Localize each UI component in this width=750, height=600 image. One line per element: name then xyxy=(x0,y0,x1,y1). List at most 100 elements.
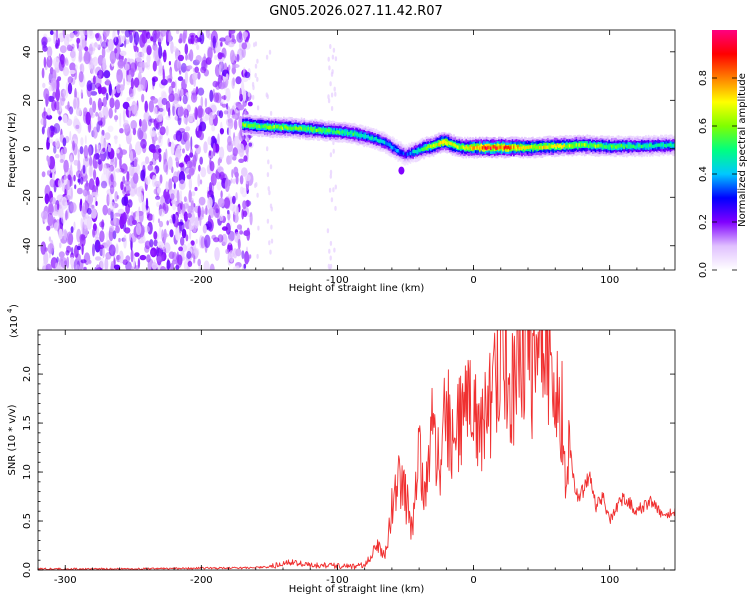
ridge-core xyxy=(323,128,326,132)
noise-blotch xyxy=(241,187,248,198)
noise-blotch xyxy=(219,128,224,135)
ridge-core xyxy=(315,128,318,133)
noise-blotch xyxy=(194,144,199,149)
noise-blotch xyxy=(88,145,92,157)
noise-blotch xyxy=(229,30,236,34)
noise-blotch xyxy=(135,141,142,156)
noise-blotch xyxy=(178,246,184,252)
noise-blotch xyxy=(73,258,80,270)
noise-blotch xyxy=(216,110,221,117)
ridge-core xyxy=(248,124,251,128)
ridge-core xyxy=(253,123,255,128)
ridge-core xyxy=(513,145,515,149)
noise-blotch xyxy=(108,244,116,257)
ridge-core xyxy=(409,151,412,156)
ridge-core xyxy=(395,149,398,153)
noise-blotch xyxy=(74,184,77,190)
noise-blotch xyxy=(204,234,211,248)
ridge-core xyxy=(289,126,292,130)
noise-blotch xyxy=(138,210,144,223)
noise-blotch xyxy=(126,171,130,182)
ridge-core xyxy=(507,145,510,149)
ridge-core xyxy=(246,123,248,128)
ridge-core xyxy=(270,126,273,130)
noise-blotch xyxy=(82,30,90,36)
noise-blotch xyxy=(109,184,115,195)
noise-blotch xyxy=(165,115,172,121)
noise-blotch xyxy=(83,266,87,270)
ridge-core xyxy=(372,137,375,141)
ridge-core xyxy=(571,144,574,149)
noise-blotch xyxy=(70,247,74,256)
noise-blotch xyxy=(237,104,245,111)
noise-blotch xyxy=(130,249,134,263)
noise-blotch xyxy=(55,39,59,49)
noise-blotch xyxy=(330,71,334,77)
noise-blotch xyxy=(131,100,137,114)
noise-blotch xyxy=(40,241,47,255)
ridge-core xyxy=(291,127,293,131)
noise-blotch xyxy=(239,87,242,101)
noise-blotch xyxy=(197,87,205,96)
ridge-core xyxy=(284,125,287,129)
noise-blotch xyxy=(219,37,226,42)
ridge-core xyxy=(668,143,670,147)
ridge-core xyxy=(534,146,537,150)
ridge-core xyxy=(529,145,532,149)
ridge-core xyxy=(459,145,462,150)
noise-blotch xyxy=(145,156,150,165)
ridge-core xyxy=(669,143,672,147)
noise-blotch xyxy=(86,80,93,92)
ridge-core xyxy=(587,144,590,148)
noise-blotch xyxy=(112,170,116,177)
noise-blotch xyxy=(76,187,83,195)
ridge-core xyxy=(413,149,416,154)
noise-blotch xyxy=(204,97,208,108)
ridge-core xyxy=(489,146,492,150)
ridge-core xyxy=(488,145,491,150)
noise-blotch xyxy=(327,98,331,104)
noise-blotch xyxy=(95,264,100,270)
noise-blotch xyxy=(161,246,167,258)
noise-blotch xyxy=(109,225,115,233)
noise-blotch xyxy=(53,180,57,193)
ridge-core xyxy=(336,130,338,134)
noise-blotch xyxy=(156,241,164,249)
noise-blotch xyxy=(254,183,257,189)
ridge-core xyxy=(536,145,538,150)
noise-blotch xyxy=(67,82,73,95)
noise-blotch xyxy=(242,31,249,38)
noise-blotch xyxy=(130,120,137,130)
noise-blotch xyxy=(95,33,100,39)
noise-blotch xyxy=(117,30,120,36)
noise-blotch xyxy=(175,147,182,161)
noise-blotch xyxy=(114,115,119,121)
ridge-core xyxy=(307,127,310,131)
noise-blotch xyxy=(212,142,216,157)
noise-blotch xyxy=(133,31,140,46)
ridge-core xyxy=(567,143,570,148)
ridge-core xyxy=(319,128,322,132)
noise-blotch xyxy=(102,96,108,107)
spectrogram-x-tick-label: 100 xyxy=(600,275,619,286)
ridge-core xyxy=(338,131,341,135)
noise-blotch xyxy=(156,201,161,207)
ridge-core xyxy=(658,143,661,147)
ridge-core xyxy=(424,146,427,151)
ridge-core xyxy=(613,144,616,149)
noise-blotch xyxy=(182,107,188,117)
noise-blotch xyxy=(157,187,161,194)
noise-blotch xyxy=(167,156,173,170)
noise-blotch xyxy=(120,163,128,174)
noise-blotch xyxy=(188,167,195,176)
noise-blotch xyxy=(47,93,50,105)
noise-blotch xyxy=(330,106,334,111)
ridge-core xyxy=(361,133,364,138)
ridge-core xyxy=(325,129,327,133)
ridge-core xyxy=(412,149,414,154)
noise-blotch xyxy=(62,146,67,155)
noise-blotch xyxy=(208,190,214,196)
noise-blotch xyxy=(176,30,180,35)
ridge-core xyxy=(281,126,284,131)
noise-blotch xyxy=(115,225,120,234)
